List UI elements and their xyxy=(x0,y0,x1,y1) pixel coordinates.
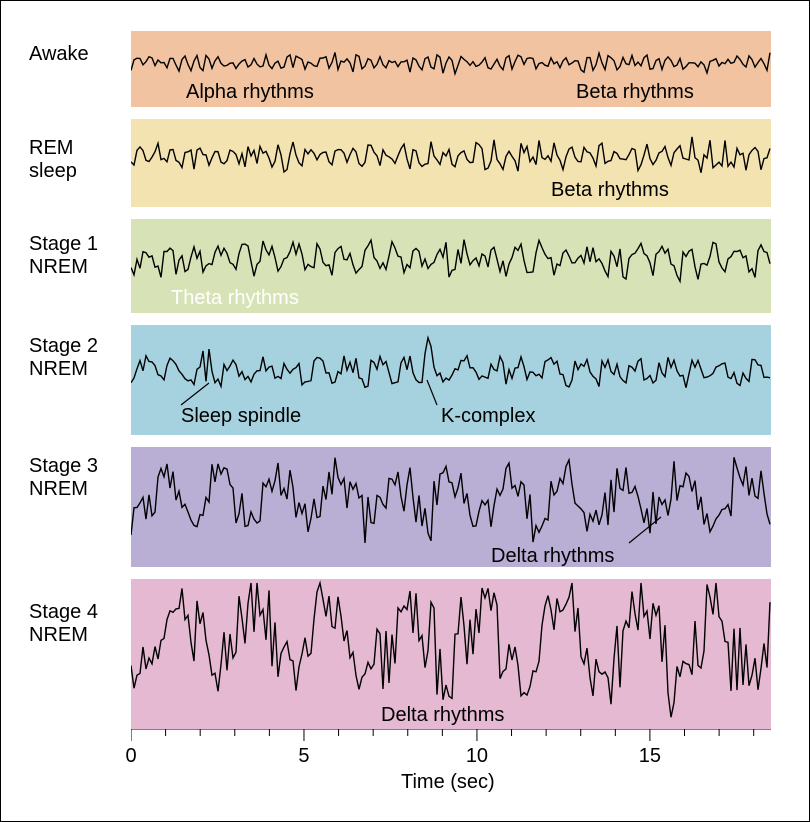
waveform-rem xyxy=(131,119,771,207)
eeg-sleep-stage-figure: Awake REMsleep Stage 1NREM Stage 2NREM Stage… xyxy=(0,0,810,822)
x-tick-label: 0 xyxy=(125,745,136,768)
annotation-awake-0: Alpha rhythms xyxy=(186,81,314,104)
row-label-awake: Awake xyxy=(29,43,89,66)
row-label-rem: REMsleep xyxy=(29,137,77,183)
row-label-n1: Stage 1NREM xyxy=(29,233,98,279)
row-label-n3: Stage 3NREM xyxy=(29,455,98,501)
annotation-n1-0: Theta rhythms xyxy=(171,287,299,310)
x-axis: 051015Time (sec) xyxy=(131,729,771,758)
x-tick-label: 15 xyxy=(639,745,661,768)
x-tick-label: 5 xyxy=(298,745,309,768)
waveform-n3 xyxy=(131,447,771,567)
annotation-n2-1: K-complex xyxy=(441,405,535,428)
annotation-n4-0: Delta rhythms xyxy=(381,704,504,727)
annotation-n3-0: Delta rhythms xyxy=(491,545,614,568)
annotation-awake-1: Beta rhythms xyxy=(576,81,694,104)
row-label-n2: Stage 2NREM xyxy=(29,335,98,381)
annotation-rem-0: Beta rhythms xyxy=(551,179,669,202)
row-label-n4: Stage 4NREM xyxy=(29,601,98,647)
x-axis-ticks xyxy=(131,729,771,753)
annotation-n2-0: Sleep spindle xyxy=(181,405,301,428)
x-axis-title: Time (sec) xyxy=(401,771,495,794)
x-tick-label: 10 xyxy=(466,745,488,768)
